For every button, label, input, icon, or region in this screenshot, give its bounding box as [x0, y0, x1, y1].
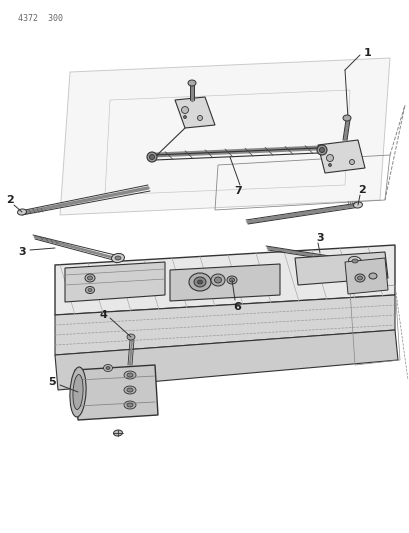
Ellipse shape [197, 116, 202, 120]
Polygon shape [55, 295, 394, 355]
Ellipse shape [127, 403, 133, 407]
Ellipse shape [357, 276, 362, 280]
Text: 5: 5 [48, 377, 56, 387]
Ellipse shape [214, 277, 221, 283]
Ellipse shape [326, 155, 333, 161]
Ellipse shape [73, 375, 83, 409]
Ellipse shape [147, 152, 157, 162]
Polygon shape [170, 264, 279, 301]
Ellipse shape [127, 388, 133, 392]
Ellipse shape [351, 259, 357, 263]
Ellipse shape [368, 273, 376, 279]
Ellipse shape [316, 145, 326, 155]
Text: 2: 2 [6, 195, 14, 205]
Ellipse shape [124, 386, 136, 394]
Polygon shape [55, 330, 397, 390]
Ellipse shape [342, 115, 350, 121]
Polygon shape [60, 58, 389, 215]
Ellipse shape [354, 274, 364, 282]
Ellipse shape [183, 116, 186, 118]
Ellipse shape [211, 274, 225, 286]
Ellipse shape [189, 273, 211, 291]
Ellipse shape [353, 202, 362, 208]
Ellipse shape [85, 274, 95, 282]
Ellipse shape [106, 367, 110, 369]
Ellipse shape [18, 209, 27, 215]
Ellipse shape [103, 365, 112, 372]
Ellipse shape [229, 278, 234, 282]
Ellipse shape [127, 334, 135, 340]
Polygon shape [75, 365, 157, 420]
Ellipse shape [85, 287, 94, 294]
Polygon shape [344, 258, 387, 294]
Polygon shape [55, 245, 394, 315]
Ellipse shape [70, 367, 86, 417]
Ellipse shape [197, 280, 202, 284]
Ellipse shape [124, 401, 136, 409]
Text: 2: 2 [357, 185, 365, 195]
Text: 7: 7 [234, 186, 241, 196]
Ellipse shape [149, 155, 154, 159]
Polygon shape [317, 140, 364, 173]
Ellipse shape [88, 288, 92, 292]
Ellipse shape [328, 164, 331, 166]
Ellipse shape [348, 256, 361, 265]
Text: 6: 6 [232, 302, 240, 312]
Polygon shape [294, 252, 387, 285]
Ellipse shape [227, 276, 236, 284]
Ellipse shape [348, 159, 354, 165]
Text: 1: 1 [363, 48, 371, 58]
Ellipse shape [113, 430, 122, 436]
Ellipse shape [127, 373, 133, 377]
Text: 3: 3 [18, 247, 26, 257]
Polygon shape [175, 97, 214, 128]
Ellipse shape [193, 277, 205, 287]
Ellipse shape [115, 256, 121, 260]
Ellipse shape [124, 371, 136, 379]
Ellipse shape [319, 148, 324, 152]
Text: 4: 4 [99, 310, 107, 320]
Ellipse shape [87, 276, 92, 280]
Ellipse shape [181, 107, 188, 114]
Text: 3: 3 [315, 233, 323, 243]
Ellipse shape [111, 254, 124, 263]
Polygon shape [65, 262, 164, 302]
Text: 4372  300: 4372 300 [18, 14, 63, 23]
Ellipse shape [188, 80, 196, 86]
